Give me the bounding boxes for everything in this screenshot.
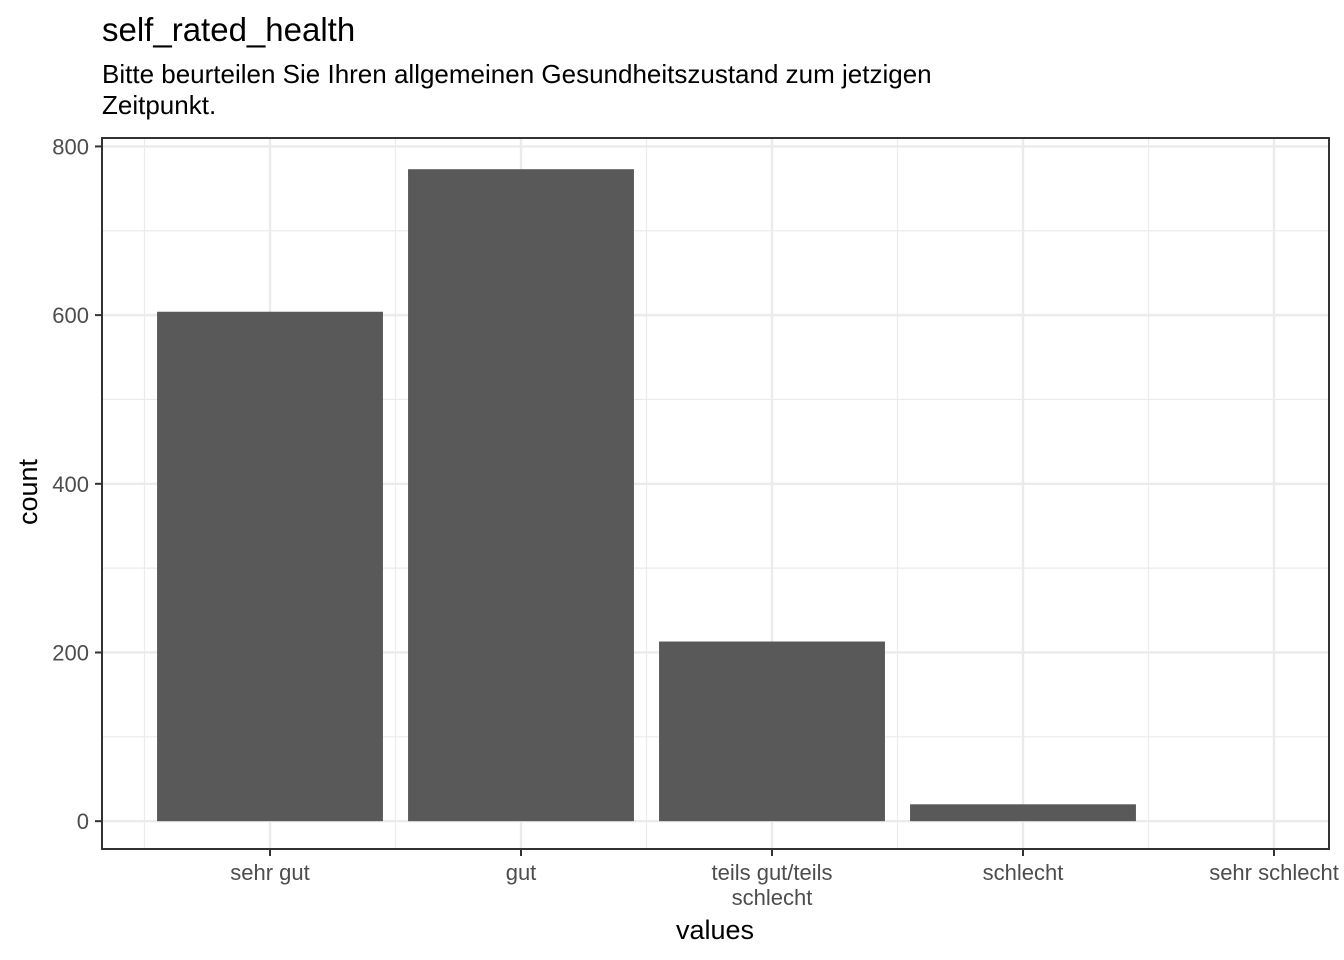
y-axis-title: count (13, 458, 43, 525)
bar (659, 641, 885, 822)
x-tick-label-line: schlecht (732, 885, 813, 910)
x-tick-label: schlecht (983, 860, 1064, 885)
chart-subtitle-line-2: Zeitpunkt. (102, 90, 216, 120)
bar (910, 804, 1136, 822)
x-tick-label: teils gut/teils schlecht (711, 860, 832, 910)
y-tick-label: 800 (52, 134, 89, 159)
y-tick-label: 400 (52, 472, 89, 497)
x-axis: sehr gut gut teils gut/teils schlechtschlec… (230, 849, 1339, 910)
x-tick-label-line: schlecht (983, 860, 1064, 885)
panel-border (101, 137, 1330, 850)
x-axis-title: values (676, 915, 754, 945)
x-tick-label-line: sehr schlecht (1209, 860, 1339, 885)
x-tick-label-line: teils gut/teils (711, 860, 832, 885)
x-tick-label: gut (506, 860, 537, 885)
y-tick-label: 200 (52, 640, 89, 665)
x-tick-label-line: sehr gut (230, 860, 310, 885)
chart-subtitle-line-1: Bitte beurteilen Sie Ihren allgemeinen G… (102, 59, 932, 89)
y-tick-label: 0 (77, 809, 89, 834)
bar (408, 169, 634, 822)
x-tick-label: sehr schlecht (1209, 860, 1339, 885)
bar (157, 311, 383, 822)
y-axis: 0 200 400 600 800 (52, 134, 102, 834)
y-tick-label: 600 (52, 303, 89, 328)
x-tick-label-line: gut (506, 860, 537, 885)
chart-title: self_rated_health (102, 11, 355, 48)
x-tick-label: sehr gut (230, 860, 310, 885)
bars (157, 169, 1136, 822)
